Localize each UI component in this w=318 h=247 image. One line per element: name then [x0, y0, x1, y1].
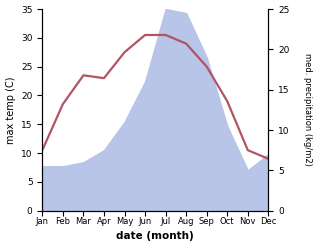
X-axis label: date (month): date (month)	[116, 231, 194, 242]
Y-axis label: med. precipitation (kg/m2): med. precipitation (kg/m2)	[303, 53, 313, 166]
Y-axis label: max temp (C): max temp (C)	[5, 76, 16, 144]
